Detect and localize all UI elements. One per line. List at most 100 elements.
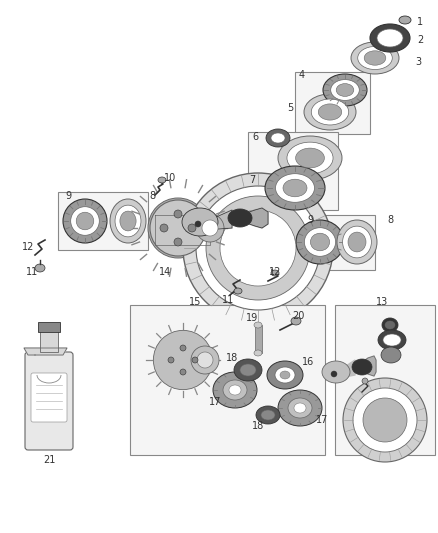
Ellipse shape	[271, 270, 279, 276]
Ellipse shape	[288, 398, 312, 418]
Ellipse shape	[294, 403, 306, 413]
Text: 17: 17	[209, 397, 221, 407]
Polygon shape	[232, 208, 268, 228]
Polygon shape	[340, 360, 355, 378]
Ellipse shape	[196, 214, 224, 242]
Ellipse shape	[180, 369, 186, 375]
Ellipse shape	[63, 199, 107, 243]
Ellipse shape	[331, 79, 359, 100]
Text: 11: 11	[222, 295, 234, 305]
Text: 20: 20	[292, 311, 304, 321]
Ellipse shape	[192, 357, 198, 363]
Ellipse shape	[168, 357, 174, 363]
Ellipse shape	[195, 221, 201, 227]
Polygon shape	[155, 215, 210, 245]
Text: 13: 13	[376, 297, 388, 307]
Text: 16: 16	[302, 357, 314, 367]
Ellipse shape	[213, 372, 257, 408]
Ellipse shape	[256, 406, 280, 424]
Bar	[40, 330, 58, 352]
Ellipse shape	[353, 388, 417, 452]
Bar	[335, 305, 435, 455]
Text: 4: 4	[299, 70, 305, 80]
Polygon shape	[24, 348, 67, 355]
Ellipse shape	[220, 210, 296, 286]
Ellipse shape	[254, 322, 262, 328]
Ellipse shape	[304, 228, 336, 256]
Ellipse shape	[180, 345, 186, 351]
Ellipse shape	[148, 198, 208, 258]
Ellipse shape	[296, 148, 325, 168]
Bar	[58, 192, 148, 250]
Text: 14: 14	[159, 267, 171, 277]
Ellipse shape	[275, 367, 295, 383]
Ellipse shape	[382, 318, 398, 332]
Ellipse shape	[381, 347, 401, 363]
Text: 7: 7	[249, 175, 255, 185]
Ellipse shape	[188, 224, 196, 232]
Ellipse shape	[358, 46, 392, 69]
Ellipse shape	[322, 361, 350, 383]
Ellipse shape	[370, 24, 410, 52]
Ellipse shape	[153, 330, 212, 390]
Ellipse shape	[337, 220, 377, 264]
Text: 19: 19	[246, 313, 258, 323]
Ellipse shape	[266, 129, 290, 147]
Ellipse shape	[377, 29, 403, 47]
Ellipse shape	[191, 346, 219, 374]
Ellipse shape	[174, 210, 182, 218]
Ellipse shape	[336, 84, 354, 96]
Text: 15: 15	[189, 297, 201, 307]
Ellipse shape	[228, 209, 252, 227]
Ellipse shape	[351, 42, 399, 74]
Bar	[38, 322, 60, 332]
Ellipse shape	[304, 94, 356, 130]
Ellipse shape	[311, 233, 330, 251]
Ellipse shape	[276, 174, 314, 203]
Bar	[293, 215, 375, 270]
Ellipse shape	[287, 142, 333, 174]
Text: 12: 12	[269, 267, 281, 277]
Text: 11: 11	[26, 267, 38, 277]
Ellipse shape	[206, 196, 310, 300]
Ellipse shape	[348, 232, 366, 252]
Ellipse shape	[265, 166, 325, 210]
Ellipse shape	[35, 264, 45, 272]
Ellipse shape	[271, 133, 285, 143]
Ellipse shape	[110, 199, 146, 243]
Text: 2: 2	[417, 35, 423, 45]
Ellipse shape	[283, 179, 307, 197]
Ellipse shape	[150, 200, 206, 256]
Ellipse shape	[399, 16, 411, 24]
Bar	[295, 72, 370, 134]
Ellipse shape	[120, 211, 136, 231]
Bar	[130, 305, 325, 455]
Ellipse shape	[278, 390, 322, 426]
Bar	[255, 325, 262, 353]
Ellipse shape	[280, 371, 290, 379]
Text: 10: 10	[164, 173, 176, 183]
Ellipse shape	[240, 364, 256, 376]
Text: 6: 6	[252, 132, 258, 142]
FancyBboxPatch shape	[31, 373, 67, 422]
Polygon shape	[171, 348, 205, 372]
Ellipse shape	[343, 226, 371, 258]
Text: 9: 9	[307, 215, 313, 225]
Ellipse shape	[234, 288, 242, 294]
Ellipse shape	[363, 398, 407, 442]
Ellipse shape	[323, 74, 367, 106]
Ellipse shape	[352, 359, 372, 375]
Text: 12: 12	[22, 242, 34, 252]
Ellipse shape	[182, 208, 218, 236]
Polygon shape	[355, 356, 376, 376]
Ellipse shape	[331, 371, 337, 377]
Ellipse shape	[197, 352, 213, 368]
Ellipse shape	[385, 321, 395, 329]
Ellipse shape	[76, 212, 94, 230]
Text: 3: 3	[415, 57, 421, 67]
Ellipse shape	[174, 238, 182, 246]
Ellipse shape	[71, 207, 99, 235]
Ellipse shape	[158, 177, 166, 183]
Ellipse shape	[261, 410, 275, 420]
Polygon shape	[205, 210, 232, 230]
